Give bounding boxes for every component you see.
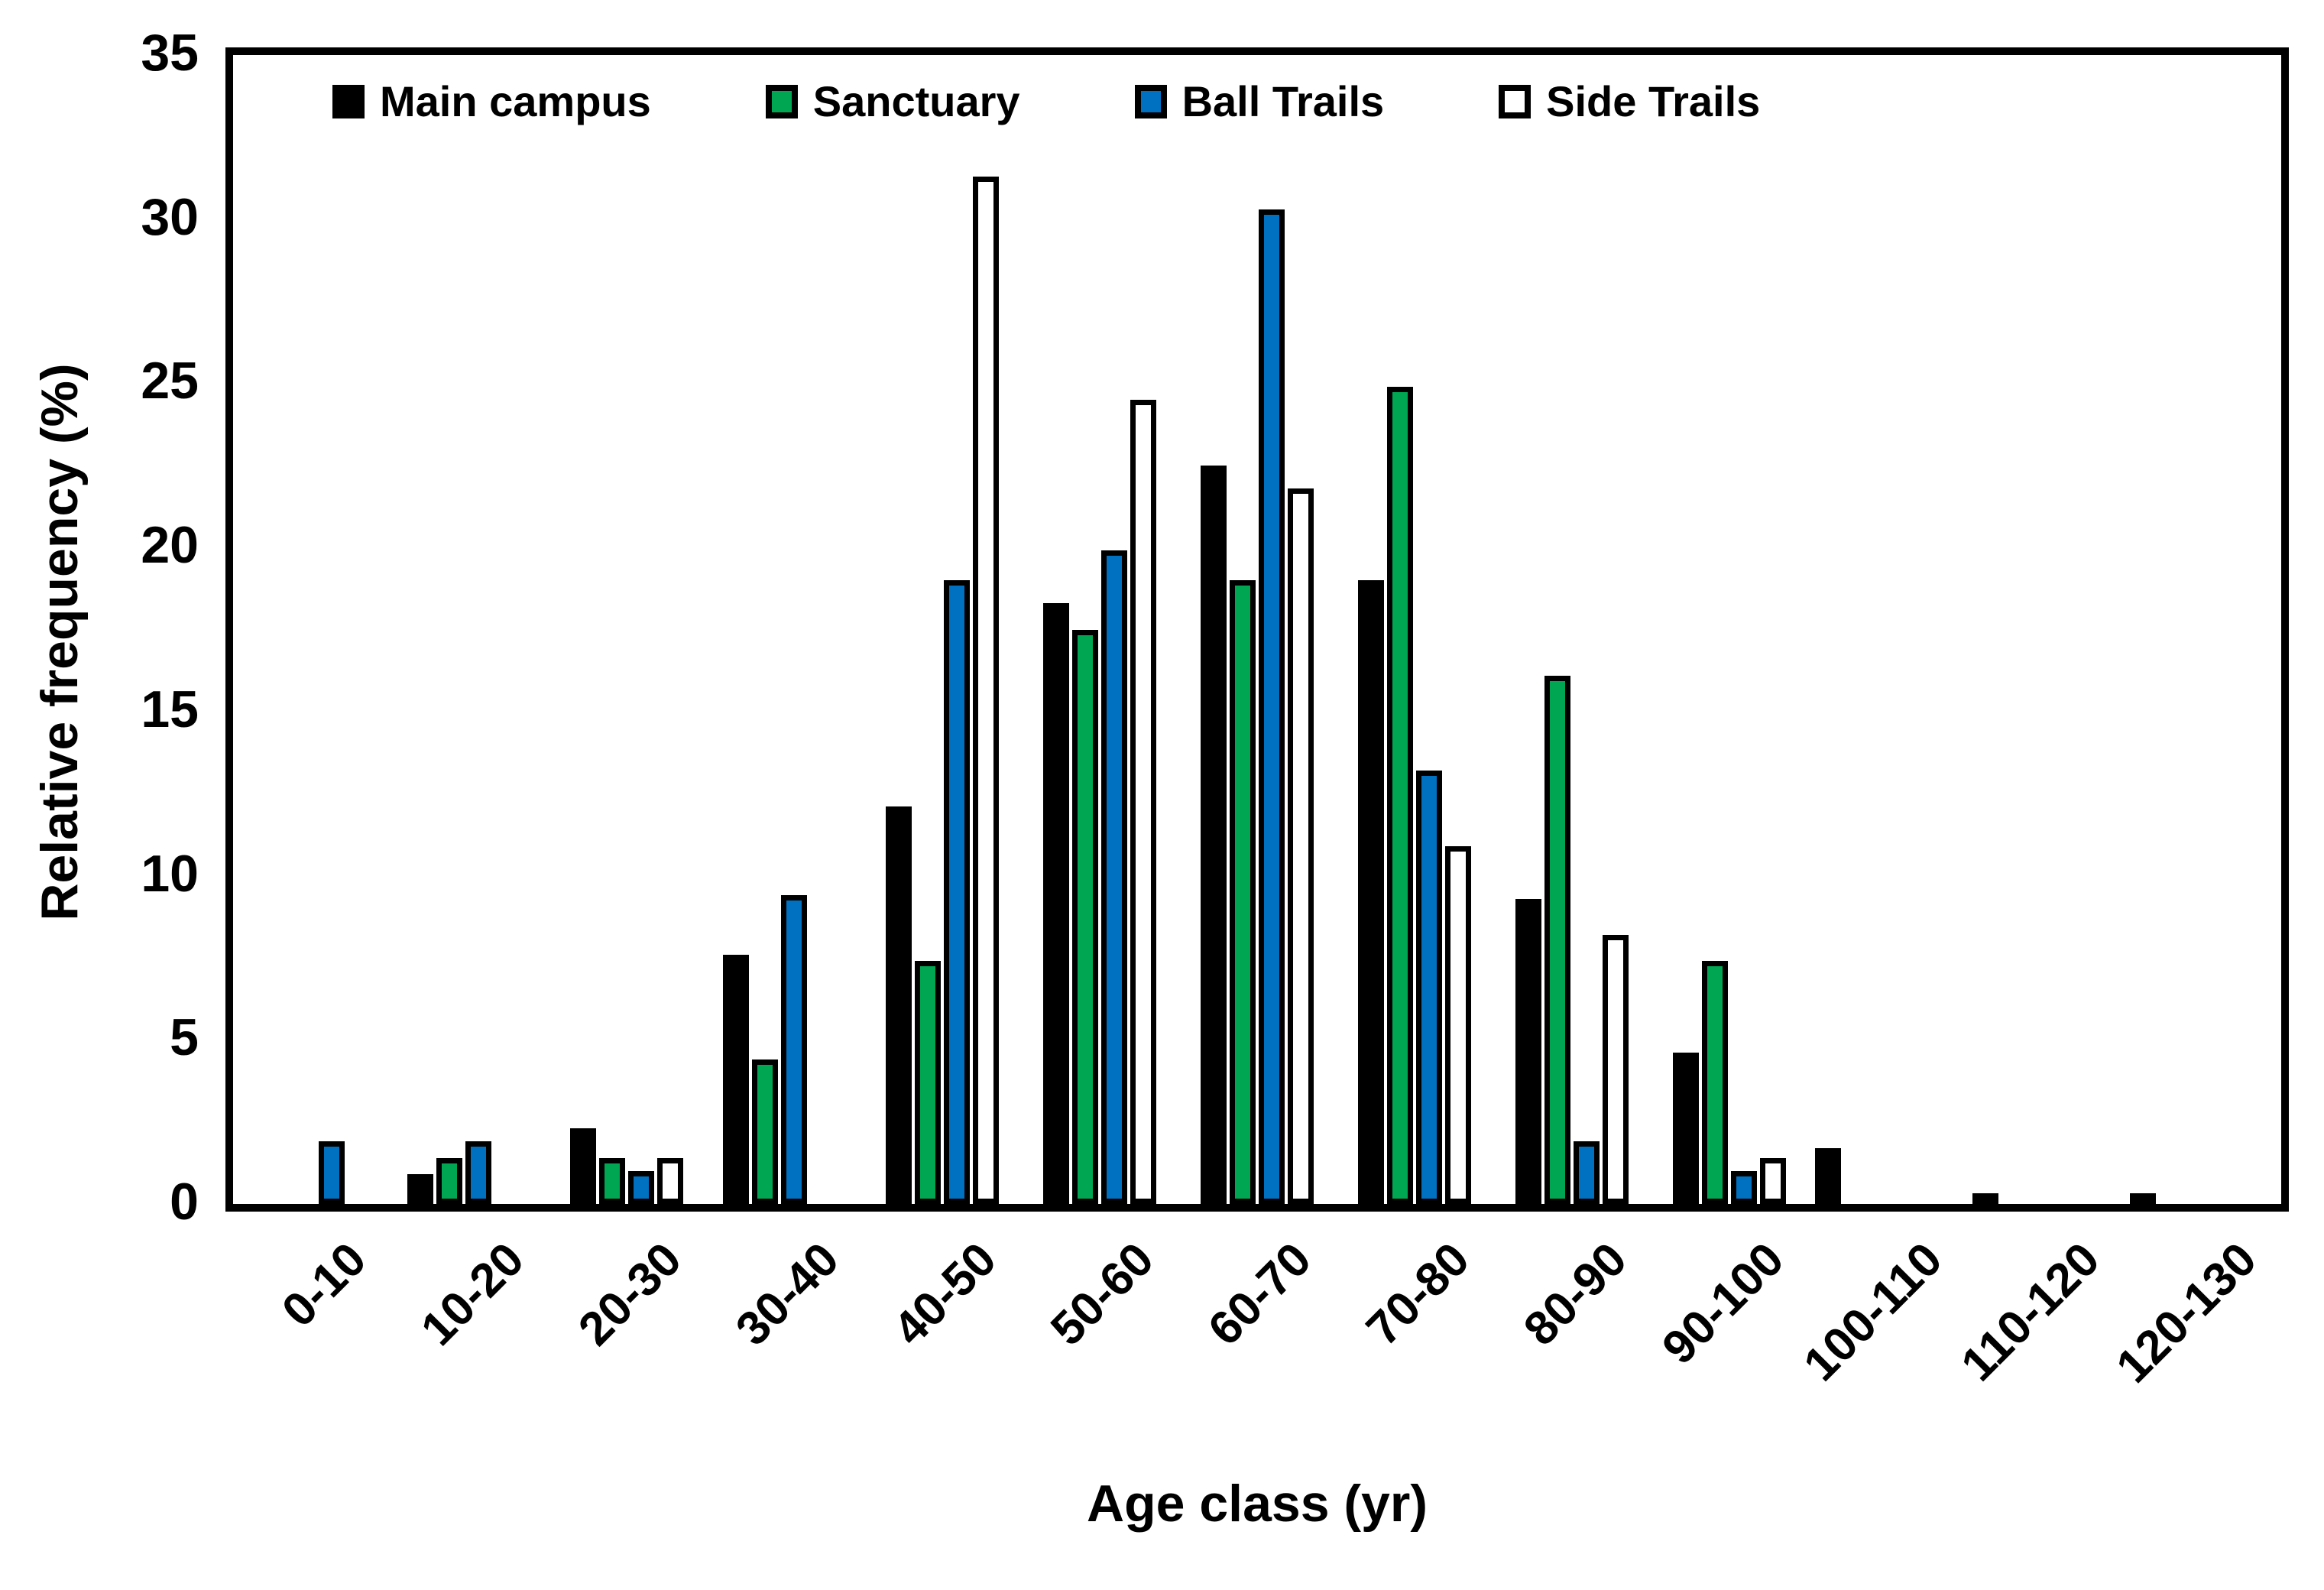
bar-main-campus-50-60 <box>1042 603 1069 1204</box>
x-tick-label-40-50: 40-50 <box>883 1232 1007 1356</box>
bar-sanctuary-70-80 <box>1387 386 1414 1204</box>
legend-swatch-icon <box>1134 84 1167 118</box>
y-tick-label-15: 15 <box>141 680 199 738</box>
bar-ball-trails-80-90 <box>1574 1141 1600 1204</box>
y-tick-label-10: 10 <box>141 844 199 903</box>
bar-ball-trails-30-40 <box>780 895 807 1204</box>
legend-item-main-campus: Main campus <box>332 76 651 126</box>
bar-main-campus-20-30 <box>570 1128 597 1204</box>
y-tick-label-35: 35 <box>141 23 199 82</box>
bar-main-campus-110-120 <box>1972 1193 1998 1204</box>
x-tick-label-110-120: 110-120 <box>1951 1232 2110 1391</box>
bar-side-trails-60-70 <box>1288 488 1314 1204</box>
bar-side-trails-90-100 <box>1760 1157 1787 1204</box>
bar-ball-trails-50-60 <box>1100 550 1127 1204</box>
y-tick-label-25: 25 <box>141 352 199 410</box>
bar-sanctuary-40-50 <box>914 961 941 1204</box>
legend-label: Sanctuary <box>812 77 1020 125</box>
bar-sanctuary-10-20 <box>436 1157 463 1204</box>
bar-main-campus-30-40 <box>722 954 749 1204</box>
x-tick-label-30-40: 30-40 <box>726 1232 850 1356</box>
y-tick-label-20: 20 <box>141 516 199 575</box>
bar-main-campus-60-70 <box>1201 465 1227 1204</box>
legend-label: Ball Trails <box>1181 77 1385 125</box>
bar-ball-trails-60-70 <box>1259 209 1285 1204</box>
bar-sanctuary-80-90 <box>1544 675 1571 1204</box>
bar-sanctuary-60-70 <box>1230 580 1256 1204</box>
legend-item-side-trails: Side Trails <box>1499 76 1760 126</box>
y-tick-label-0: 0 <box>170 1172 199 1231</box>
y-tick-label-30: 30 <box>141 187 199 246</box>
bar-main-campus-90-100 <box>1673 1053 1700 1204</box>
bar-main-campus-100-110 <box>1814 1148 1841 1204</box>
x-tick-label-90-100: 90-100 <box>1652 1232 1794 1375</box>
x-tick-label-10-20: 10-20 <box>410 1232 534 1356</box>
x-tick-label-70-80: 70-80 <box>1356 1232 1480 1356</box>
bar-group-60-70 <box>1178 55 1336 1204</box>
bar-side-trails-50-60 <box>1130 399 1156 1204</box>
y-axis-title: Relative frequency (%) <box>31 363 89 921</box>
bar-group-50-60 <box>1021 55 1178 1204</box>
x-tick-label-80-90: 80-90 <box>1513 1232 1637 1356</box>
bar-side-trails-70-80 <box>1445 845 1472 1204</box>
legend-label: Side Trails <box>1546 77 1761 125</box>
bar-ball-trails-90-100 <box>1731 1171 1758 1204</box>
bar-side-trails-40-50 <box>972 176 999 1204</box>
x-tick-label-60-70: 60-70 <box>1198 1232 1322 1356</box>
bar-group-0-10 <box>233 55 391 1204</box>
x-tick-label-100-110: 100-110 <box>1793 1232 1953 1391</box>
bar-ball-trails-20-30 <box>628 1171 655 1204</box>
bar-main-campus-80-90 <box>1515 898 1542 1204</box>
bar-group-10-20 <box>391 55 548 1204</box>
x-tick-label-20-30: 20-30 <box>568 1232 692 1356</box>
x-axis-title: Age class (yr) <box>1087 1475 1428 1533</box>
bar-main-campus-120-130 <box>2129 1193 2156 1204</box>
bar-group-110-120 <box>1966 55 2124 1204</box>
bar-sanctuary-30-40 <box>751 1059 778 1204</box>
x-tick-label-0-10: 0-10 <box>272 1232 377 1338</box>
bar-main-campus-40-50 <box>885 806 912 1204</box>
bar-group-30-40 <box>705 55 863 1204</box>
bar-ball-trails-70-80 <box>1416 771 1443 1204</box>
bar-ball-trails-10-20 <box>465 1141 492 1204</box>
bar-ball-trails-40-50 <box>943 580 970 1204</box>
x-tick-label-50-60: 50-60 <box>1041 1232 1165 1356</box>
bar-group-70-80 <box>1336 55 1493 1204</box>
bar-main-campus-10-20 <box>407 1174 434 1204</box>
bar-sanctuary-50-60 <box>1071 629 1098 1204</box>
bar-main-campus-70-80 <box>1358 580 1385 1204</box>
plot-area: Main campus Sanctuary Ball Trails Side Trai… <box>225 47 2289 1212</box>
bars-area <box>233 55 2281 1204</box>
bar-sanctuary-20-30 <box>599 1157 626 1204</box>
y-tick-label-5: 5 <box>170 1008 199 1067</box>
legend-item-sanctuary: Sanctuary <box>765 76 1020 126</box>
bar-sanctuary-90-100 <box>1702 961 1729 1204</box>
bar-group-20-30 <box>548 55 705 1204</box>
x-tick-label-120-130: 120-130 <box>2106 1232 2267 1394</box>
legend-label: Main campus <box>380 77 651 125</box>
bar-group-90-100 <box>1651 55 1808 1204</box>
legend-item-ball-trails: Ball Trails <box>1134 76 1385 126</box>
bar-side-trails-80-90 <box>1603 934 1629 1204</box>
legend-swatch-icon <box>332 84 365 118</box>
bar-side-trails-20-30 <box>657 1157 684 1204</box>
legend-swatch-icon <box>765 84 798 118</box>
bar-group-120-130 <box>2124 55 2281 1204</box>
bar-ball-trails-0-10 <box>319 1141 345 1204</box>
bar-group-40-50 <box>864 55 1021 1204</box>
bar-group-100-110 <box>1809 55 1966 1204</box>
legend-swatch-icon <box>1499 84 1532 118</box>
bar-group-80-90 <box>1493 55 1651 1204</box>
chart-legend: Main campus Sanctuary Ball Trails Side Trai… <box>332 76 1760 126</box>
